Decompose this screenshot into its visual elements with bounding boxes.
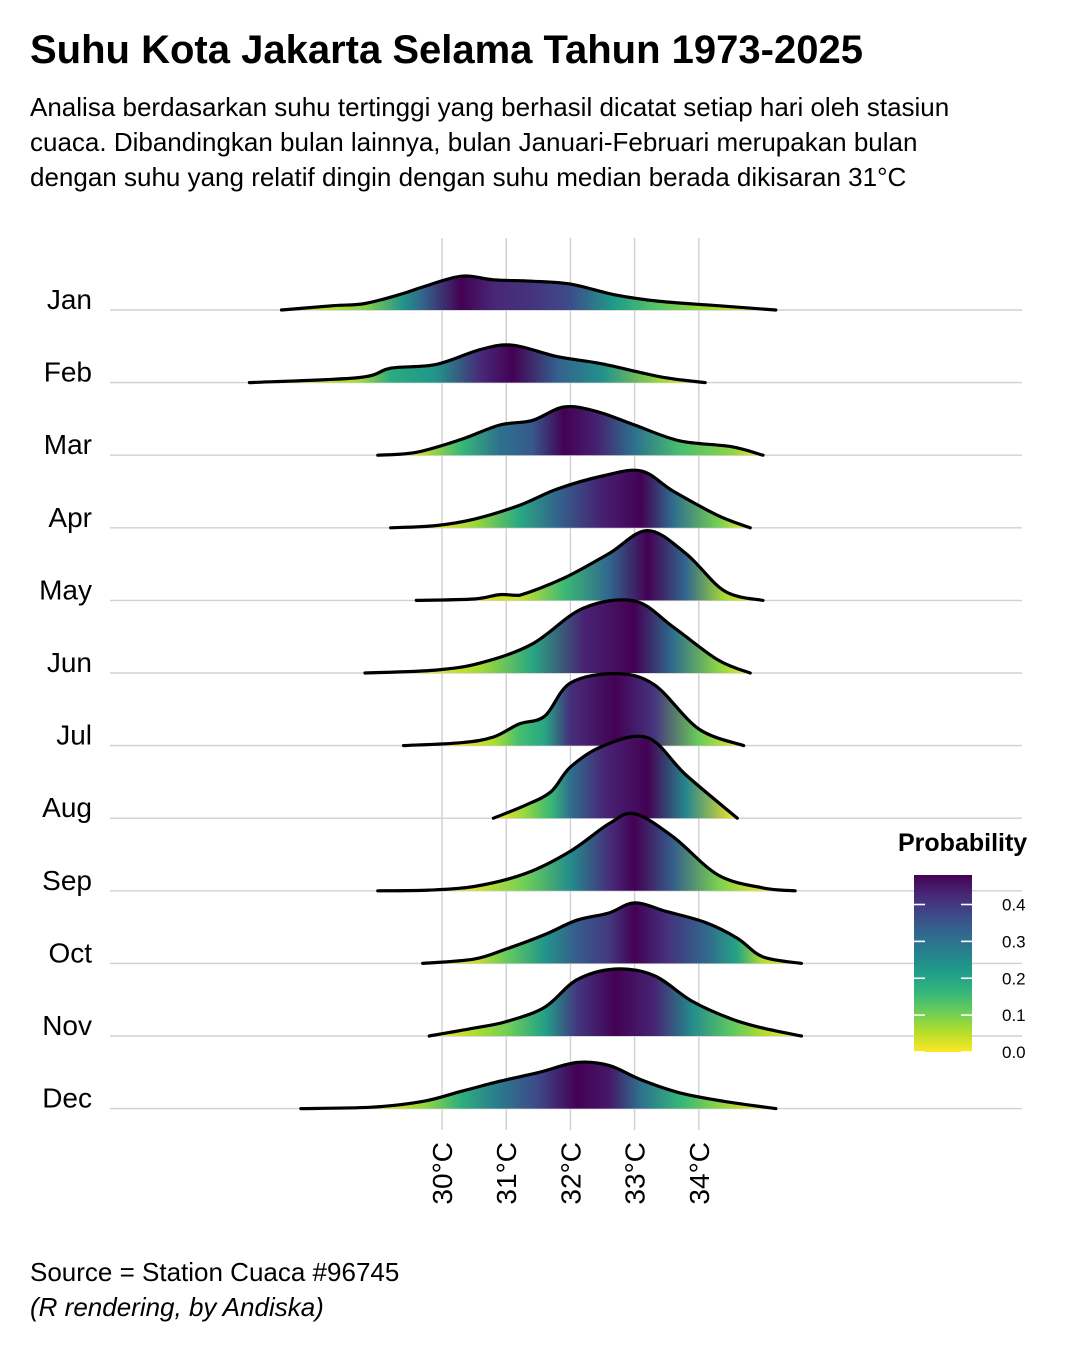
month-label-jan: Jan (47, 284, 92, 315)
x-tick-label-30: 30°C (427, 1142, 458, 1205)
caption-source: Source = Station Cuaca #96745 (30, 1257, 400, 1287)
ridge-fill-nov (429, 968, 802, 1036)
month-label-jul: Jul (56, 720, 92, 751)
ridge-fill-mar (377, 406, 763, 456)
ridge-outline-sep (376, 811, 797, 893)
ridge-outline-oct (421, 901, 804, 965)
month-label-mar: Mar (44, 429, 92, 460)
ridge-jan (279, 274, 778, 312)
ridge-jun (363, 598, 752, 675)
ridge-outline-jun (363, 598, 752, 675)
legend-tick-label-0: 0.0 (1002, 1043, 1026, 1062)
ridge-fill-jul (403, 673, 744, 746)
legend-tick-label-3: 0.3 (1002, 932, 1026, 951)
month-label-sep: Sep (42, 865, 92, 896)
chart-caption: Source = Station Cuaca #96745 (R renderi… (30, 1255, 399, 1325)
month-label-may: May (39, 574, 92, 605)
legend-tick-label-2: 0.2 (1002, 969, 1026, 988)
ridge-feb (247, 343, 707, 385)
legend-tick-label-4: 0.4 (1002, 896, 1026, 915)
x-tick-label-33: 33°C (620, 1142, 651, 1205)
ridge-outline-apr (389, 468, 752, 530)
caption-credit: (R rendering, by Andiska) (30, 1292, 324, 1322)
chart-subtitle: Analisa berdasarkan suhu tertinggi yang … (30, 92, 950, 192)
ridge-outline-feb (247, 343, 707, 385)
legend-tick-label-1: 0.1 (1002, 1006, 1026, 1025)
month-label-aug: Aug (42, 792, 92, 823)
month-label-jun: Jun (47, 647, 92, 678)
ridge-outline-mar (376, 404, 765, 457)
ridge-oct (421, 901, 804, 965)
label-layer: Jan Feb Mar Apr May Jun Jul Aug Sep Oct Nov Dec (39, 284, 92, 1114)
ridge-outline-may (414, 529, 765, 602)
chart-title: Suhu Kota Jakarta Selama Tahun 1973-2025 (30, 28, 863, 72)
ridge-jul (401, 671, 746, 748)
ridge-apr (389, 468, 752, 530)
ridge-layer (247, 274, 804, 1111)
month-label-feb: Feb (44, 357, 92, 388)
ridge-fill-sep (377, 813, 796, 891)
ridge-outline-aug (491, 734, 739, 820)
x-axis: 30°C 31°C 32°C 33°C 34°C (427, 1142, 715, 1205)
ridge-outline-jul (401, 671, 746, 748)
ridge-fill-apr (390, 470, 751, 528)
ridge-fill-feb (249, 344, 706, 383)
x-tick-label-32: 32°C (555, 1142, 586, 1205)
ridge-may (414, 529, 765, 602)
legend-title: Probability (898, 829, 1027, 857)
x-tick-label-31: 31°C (491, 1142, 522, 1205)
ridge-aug (491, 734, 739, 820)
month-label-nov: Nov (42, 1010, 92, 1041)
ridge-dec (299, 1060, 778, 1111)
ridge-fill-dec (300, 1062, 776, 1109)
ridge-fill-aug (493, 736, 738, 819)
month-label-oct: Oct (48, 937, 92, 968)
ridge-outline-nov (427, 967, 804, 1038)
ridge-fill-oct (422, 902, 802, 964)
month-label-apr: Apr (48, 502, 92, 533)
ridge-fill-jun (365, 599, 751, 673)
ridge-nov (427, 967, 804, 1038)
month-label-dec: Dec (42, 1083, 92, 1114)
ridge-mar (376, 404, 765, 457)
legend: Probability 0.0 0.1 0.2 0.3 0.4 (898, 829, 1027, 1062)
x-tick-label-34: 34°C (684, 1142, 715, 1205)
ridge-outline-dec (299, 1060, 778, 1111)
legend-colorbar (914, 875, 972, 1052)
ridge-sep (376, 811, 797, 893)
ridge-outline-jan (279, 274, 778, 312)
